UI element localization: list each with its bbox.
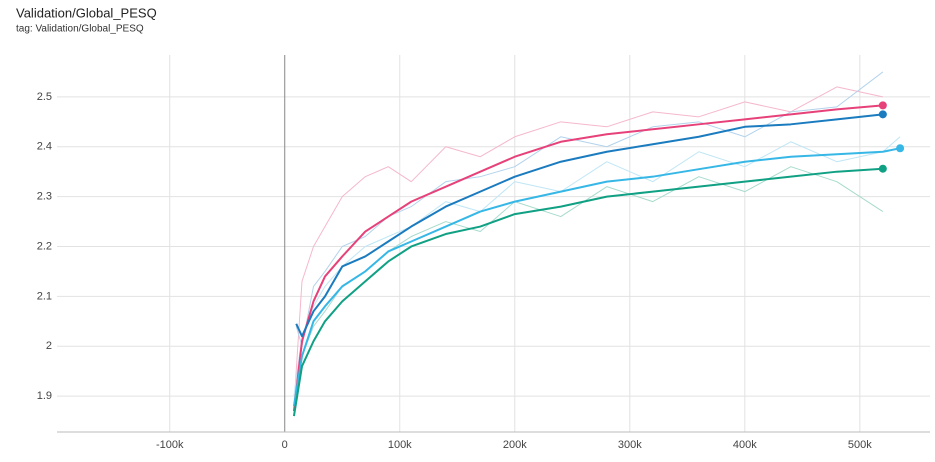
x-tick-label: 400k xyxy=(733,439,757,451)
x-tick-label: 300k xyxy=(618,439,642,451)
series-line xyxy=(292,147,901,407)
y-tick-label: 2.5 xyxy=(37,91,52,103)
y-tick-label: 2.3 xyxy=(37,191,52,203)
x-tick-label: 100k xyxy=(388,439,412,451)
x-tick-label: -100k xyxy=(156,439,184,451)
series-line xyxy=(293,136,901,397)
end-marker xyxy=(878,164,887,173)
series-line xyxy=(292,104,883,412)
series-line xyxy=(295,71,884,347)
x-tick-label: 500k xyxy=(848,439,872,451)
series-line xyxy=(293,86,883,407)
y-tick-label: 1.9 xyxy=(37,390,52,402)
chart-title: Validation/Global_PESQ xyxy=(16,5,157,20)
y-tick-label: 2.2 xyxy=(37,240,52,252)
x-tick-label: 0 xyxy=(282,439,288,451)
end-marker xyxy=(878,101,887,110)
y-tick-label: 2.1 xyxy=(37,290,52,302)
x-tick-label: 200k xyxy=(503,439,527,451)
series-line xyxy=(295,113,883,338)
end-marker xyxy=(896,144,905,153)
end-marker xyxy=(878,110,887,119)
y-tick-label: 2.4 xyxy=(37,141,52,153)
chart-subtitle: tag: Validation/Global_PESQ xyxy=(16,24,144,35)
series-line xyxy=(293,166,884,412)
series-line xyxy=(292,167,883,417)
y-tick-label: 2 xyxy=(46,340,52,352)
